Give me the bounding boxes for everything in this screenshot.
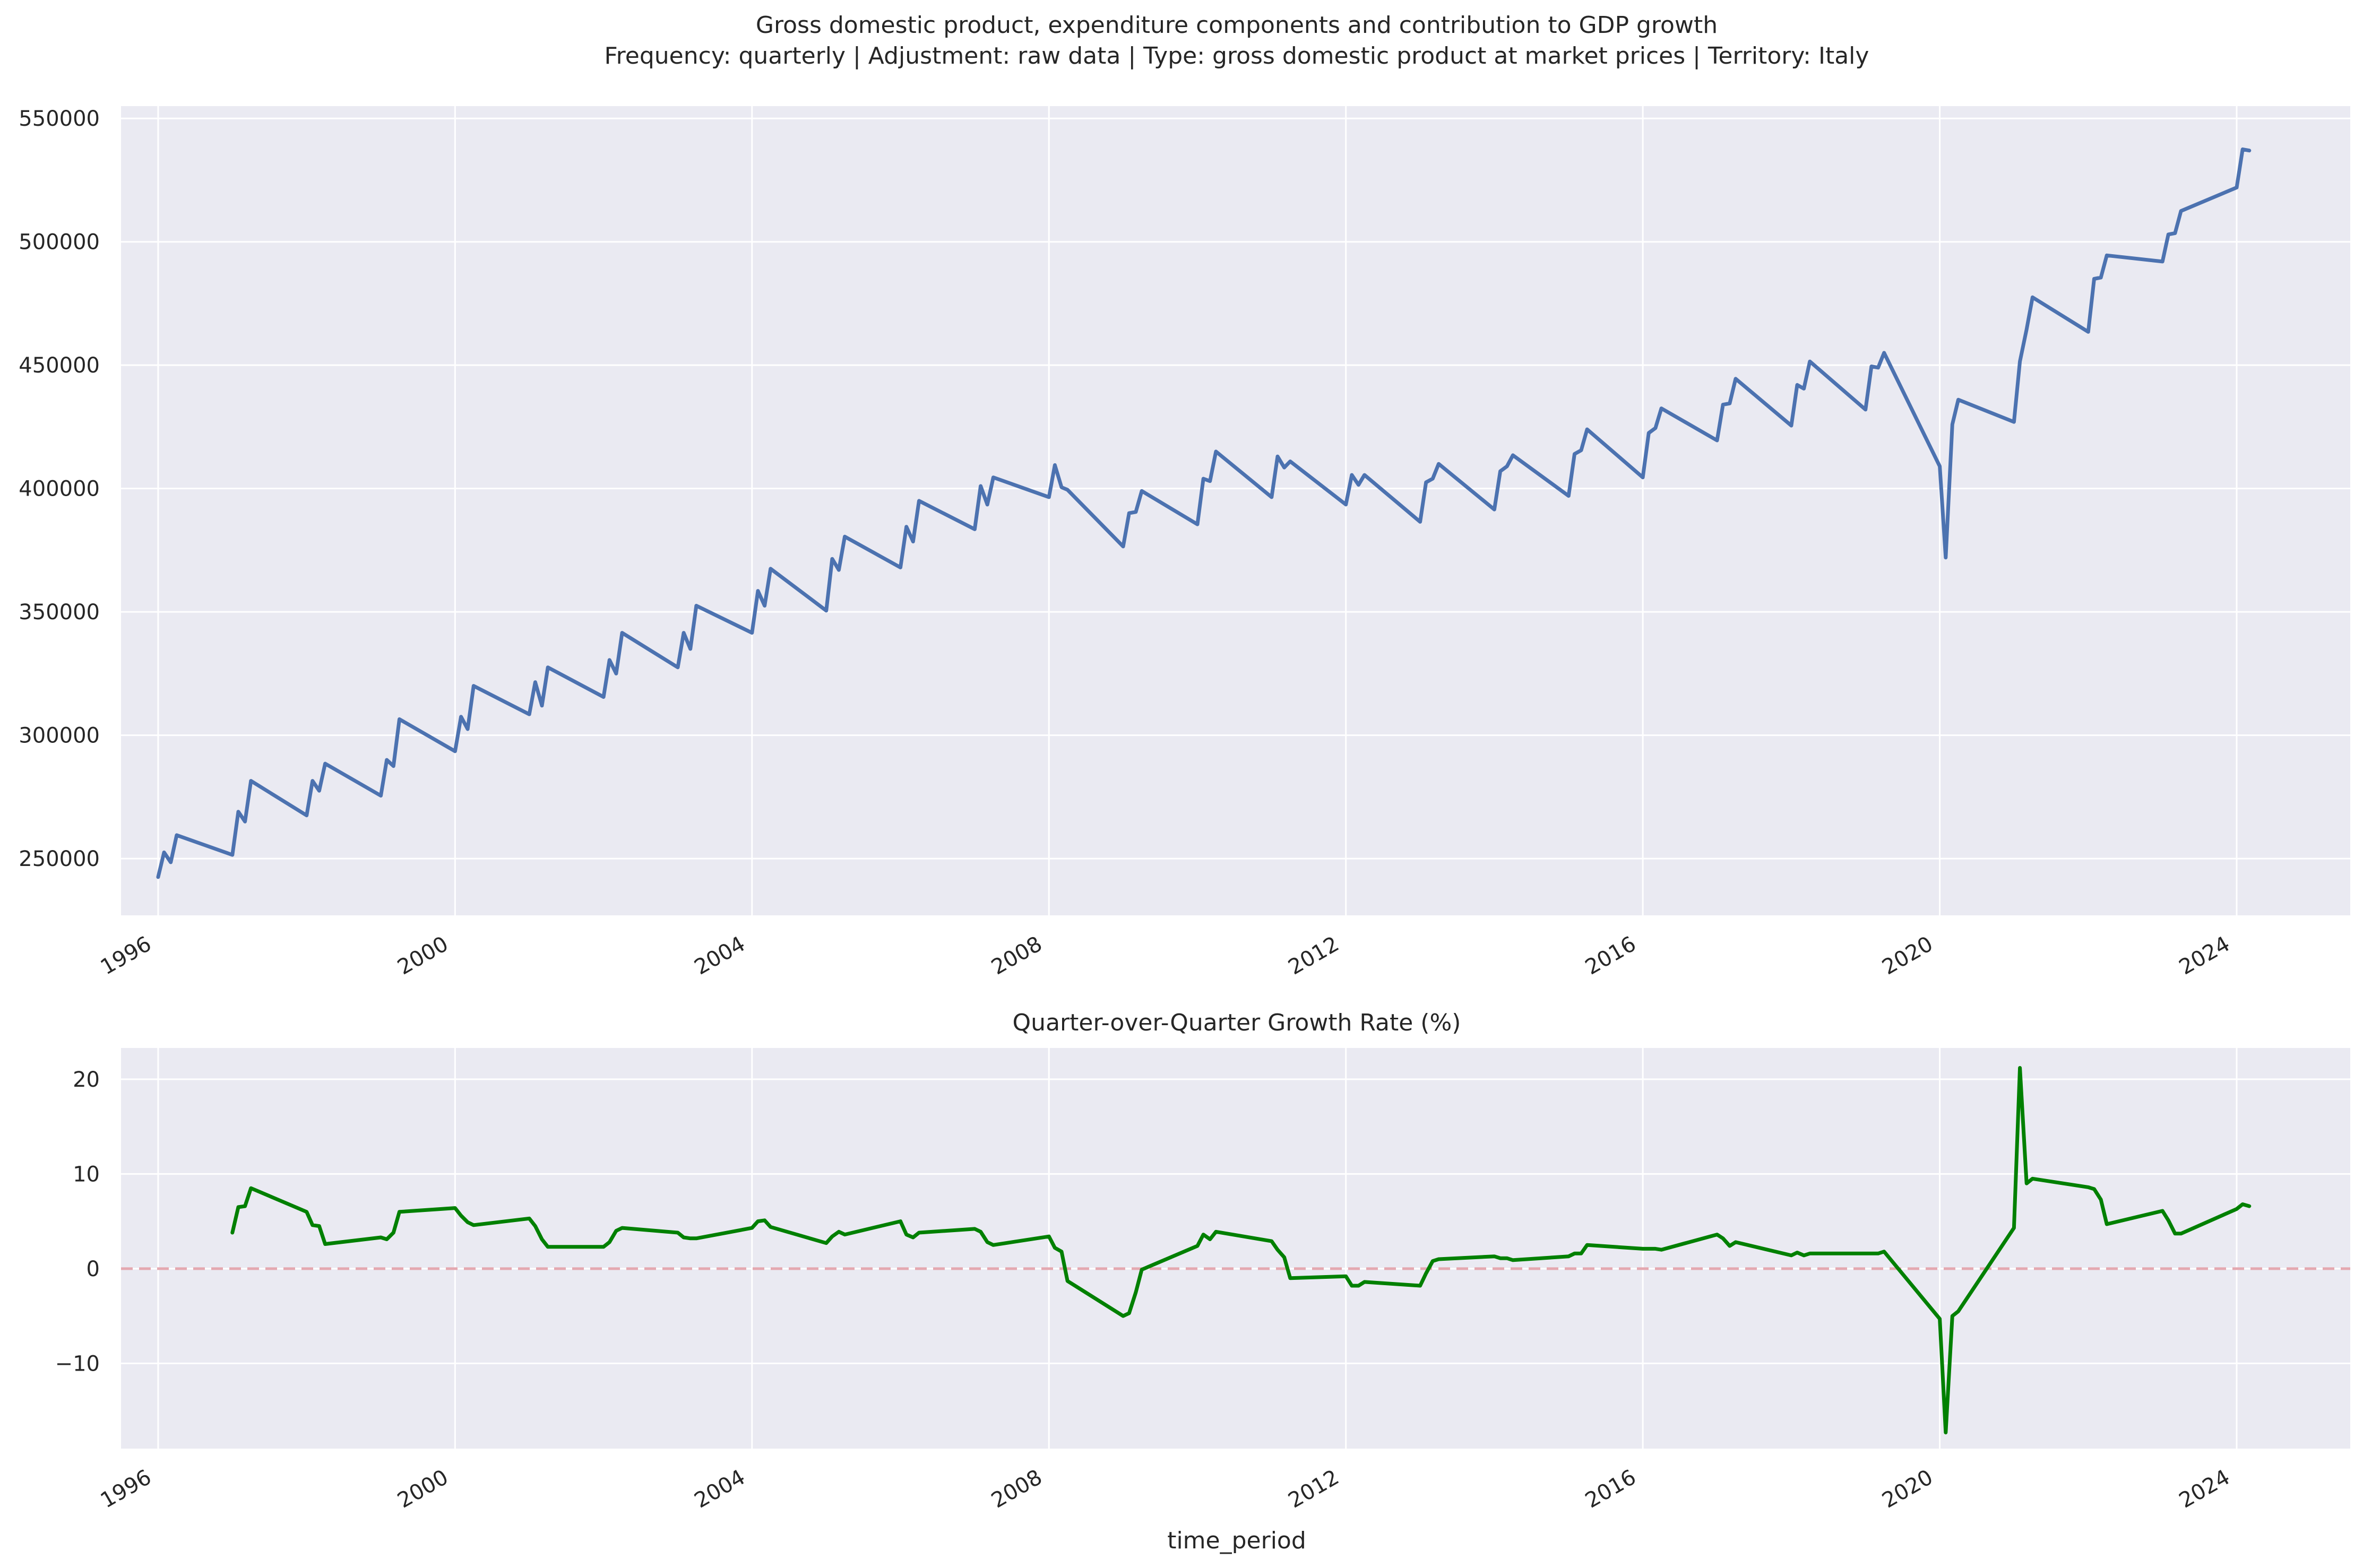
growth-plot-area xyxy=(121,1048,2350,1449)
gdp-level-panel: 1996 2000 2004 2008 2012 2016 2020 202425000030… xyxy=(19,106,2350,980)
growth-chart-title: Quarter-over-Quarter Growth Rate (%) xyxy=(1013,1009,1461,1036)
y-tick-label: 10 xyxy=(73,1162,100,1186)
y-tick-label: 350000 xyxy=(19,600,100,625)
y-tick-label: 450000 xyxy=(19,353,100,378)
suptitle-line-1: Gross domestic product, expenditure comp… xyxy=(756,12,1718,39)
y-tick-label: 250000 xyxy=(19,847,100,871)
y-tick-label: 20 xyxy=(73,1068,100,1092)
gdp-plot-area xyxy=(121,106,2350,915)
x-axis-label: time_period xyxy=(1167,1527,1306,1554)
y-tick-label: −10 xyxy=(55,1352,100,1376)
growth-rate-panel: 1996 2000 2004 2008 2012 2016 2020 2024−1001020… xyxy=(55,1009,2350,1554)
y-tick-label: 550000 xyxy=(19,107,100,131)
suptitle-line-2: Frequency: quarterly | Adjustment: raw d… xyxy=(605,42,1869,70)
gdp-grid xyxy=(121,106,2350,915)
y-tick-label: 500000 xyxy=(19,230,100,255)
growth-series-line xyxy=(230,1066,2252,1435)
gdp-series-line xyxy=(156,147,2252,879)
y-tick-label: 0 xyxy=(87,1257,100,1281)
y-tick-label: 300000 xyxy=(19,724,100,748)
y-tick-label: 400000 xyxy=(19,477,100,501)
